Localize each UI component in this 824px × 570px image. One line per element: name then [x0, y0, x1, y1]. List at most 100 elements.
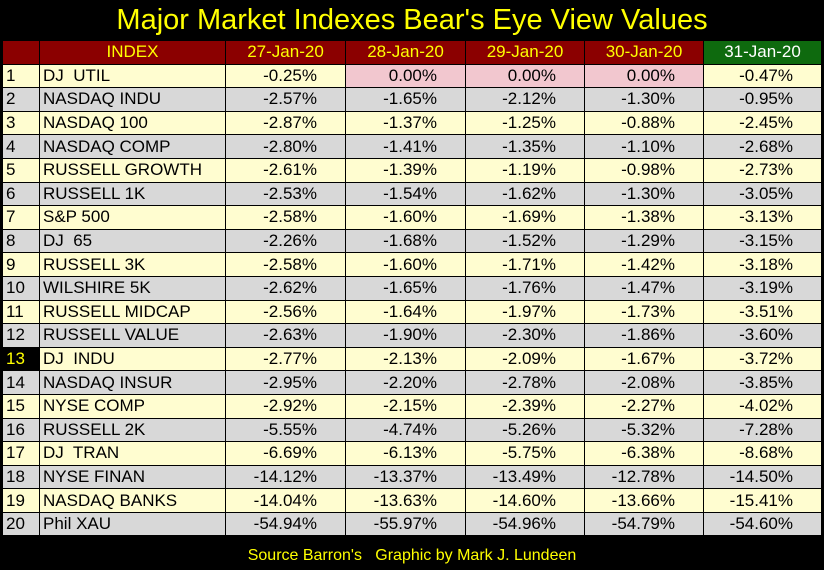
value-cell: -2.08%: [584, 370, 704, 395]
value-cell: -1.76%: [465, 275, 585, 301]
index-name-cell: RUSSELL 2K: [39, 417, 226, 443]
value-cell: -2.30%: [465, 323, 585, 348]
value-cell: -2.53%: [225, 181, 346, 207]
value-cell: -7.28%: [703, 417, 822, 443]
value-cell: -1.69%: [465, 205, 585, 230]
rank-cell: 19: [2, 488, 40, 513]
value-cell: -6.38%: [584, 441, 704, 466]
value-cell: -13.63%: [345, 488, 466, 513]
value-cell: -2.73%: [703, 157, 822, 183]
value-cell: -2.57%: [225, 87, 346, 112]
value-cell: -1.54%: [345, 181, 466, 207]
value-cell: 0.00%: [465, 63, 585, 89]
value-cell: -3.19%: [703, 275, 822, 301]
value-cell: -2.80%: [225, 134, 346, 159]
value-cell: -13.66%: [584, 488, 704, 513]
rank-cell: 16: [2, 417, 40, 443]
value-cell: -1.71%: [465, 252, 585, 277]
value-cell: 0.00%: [345, 63, 466, 89]
rank-cell: 14: [2, 370, 40, 395]
value-cell: -0.98%: [584, 157, 704, 183]
rank-cell: 7: [2, 205, 40, 230]
value-cell: -15.41%: [703, 488, 822, 513]
value-cell: -1.90%: [345, 323, 466, 348]
value-cell: -0.47%: [703, 63, 822, 89]
value-cell: -2.77%: [225, 346, 346, 372]
index-name-cell: NASDAQ COMP: [39, 134, 226, 159]
value-cell: -2.68%: [703, 134, 822, 159]
value-cell: -2.87%: [225, 110, 346, 136]
value-cell: -13.37%: [345, 464, 466, 490]
value-cell: -3.51%: [703, 299, 822, 325]
value-cell: -2.12%: [465, 87, 585, 112]
table-row: 7 S&P 500 -2.58% -1.60% -1.69% -1.38% -3.13%: [2, 205, 822, 230]
value-cell: -3.60%: [703, 323, 822, 348]
value-cell: -1.97%: [465, 299, 585, 325]
value-cell: -1.60%: [345, 205, 466, 230]
table-row: 5 RUSSELL GROWTH -2.61% -1.39% -1.19% -0.98% -…: [2, 157, 822, 183]
rank-cell: 11: [2, 299, 40, 325]
table-row: 3 NASDAQ 100 -2.87% -1.37% -1.25% -0.88% -2.45…: [2, 110, 822, 136]
value-cell: -2.63%: [225, 323, 346, 348]
value-cell: -1.64%: [345, 299, 466, 325]
rank-cell: 17: [2, 441, 40, 466]
table-row: 14 NASDAQ INSUR -2.95% -2.20% -2.78% -2.08% -3…: [2, 370, 822, 395]
table-row: 16 RUSSELL 2K -5.55% -4.74% -5.26% -5.32% -7.2…: [2, 417, 822, 443]
value-cell: -1.60%: [345, 252, 466, 277]
rank-cell: 4: [2, 134, 40, 159]
table-row: 1 DJ UTIL -0.25% 0.00% 0.00% 0.00% -0.47%: [2, 63, 822, 89]
rank-cell: 10: [2, 275, 40, 301]
value-cell: -1.47%: [584, 275, 704, 301]
header-index: INDEX: [39, 40, 226, 65]
value-cell: -1.41%: [345, 134, 466, 159]
table-row: 13 DJ INDU -2.77% -2.13% -2.09% -1.67% -3.72%: [2, 346, 822, 372]
value-cell: -14.60%: [465, 488, 585, 513]
index-name-cell: RUSSELL VALUE: [39, 323, 226, 348]
value-cell: -1.37%: [345, 110, 466, 136]
value-cell: -6.69%: [225, 441, 346, 466]
value-cell: -14.04%: [225, 488, 346, 513]
value-cell: -2.39%: [465, 393, 585, 419]
index-name-cell: DJ INDU: [39, 346, 226, 372]
table-row: 15 NYSE COMP -2.92% -2.15% -2.39% -2.27% -4.02…: [2, 393, 822, 419]
index-name-cell: RUSSELL 3K: [39, 252, 226, 277]
index-name-cell: NYSE COMP: [39, 393, 226, 419]
value-cell: -1.38%: [584, 205, 704, 230]
table-row: 8 DJ 65 -2.26% -1.68% -1.52% -1.29% -3.15%: [2, 228, 822, 254]
index-name-cell: RUSSELL GROWTH: [39, 157, 226, 183]
value-cell: -1.62%: [465, 181, 585, 207]
value-cell: -54.94%: [225, 511, 346, 537]
value-cell: -1.65%: [345, 87, 466, 112]
table-row: 18 NYSE FINAN -14.12% -13.37% -13.49% -12.78%…: [2, 464, 822, 490]
index-name-cell: NASDAQ INDU: [39, 87, 226, 112]
rank-cell: 20: [2, 511, 40, 537]
rank-cell: 1: [2, 63, 40, 89]
value-cell: -2.27%: [584, 393, 704, 419]
index-name-cell: WILSHIRE 5K: [39, 275, 226, 301]
value-cell: -3.85%: [703, 370, 822, 395]
value-cell: -2.56%: [225, 299, 346, 325]
header-rank: [2, 40, 40, 65]
value-cell: -6.13%: [345, 441, 466, 466]
value-cell: -2.13%: [345, 346, 466, 372]
value-cell: -1.67%: [584, 346, 704, 372]
table-row: 6 RUSSELL 1K -2.53% -1.54% -1.62% -1.30% -3.05…: [2, 181, 822, 207]
value-cell: -3.18%: [703, 252, 822, 277]
value-cell: -3.13%: [703, 205, 822, 230]
rank-cell: 15: [2, 393, 40, 419]
table-body: 1 DJ UTIL -0.25% 0.00% 0.00% 0.00% -0.47% 2 NASD…: [2, 63, 822, 537]
value-cell: -5.26%: [465, 417, 585, 443]
value-cell: -2.20%: [345, 370, 466, 395]
chart-title: Major Market Indexes Bear's Eye View Val…: [116, 4, 708, 36]
value-cell: -1.39%: [345, 157, 466, 183]
table-row: 4 NASDAQ COMP -2.80% -1.41% -1.35% -1.10% -2.6…: [2, 134, 822, 159]
value-cell: -8.68%: [703, 441, 822, 466]
table-row: 9 RUSSELL 3K -2.58% -1.60% -1.71% -1.42% -3.18…: [2, 252, 822, 277]
value-cell: -1.35%: [465, 134, 585, 159]
table-row: 19 NASDAQ BANKS -14.04% -13.63% -14.60% -13.6…: [2, 488, 822, 513]
header-date-1: 27-Jan-20: [225, 40, 346, 65]
table-row: 10 WILSHIRE 5K -2.62% -1.65% -1.76% -1.47% -3.…: [2, 275, 822, 301]
value-cell: 0.00%: [584, 63, 704, 89]
value-cell: -14.50%: [703, 464, 822, 490]
value-cell: -2.95%: [225, 370, 346, 395]
